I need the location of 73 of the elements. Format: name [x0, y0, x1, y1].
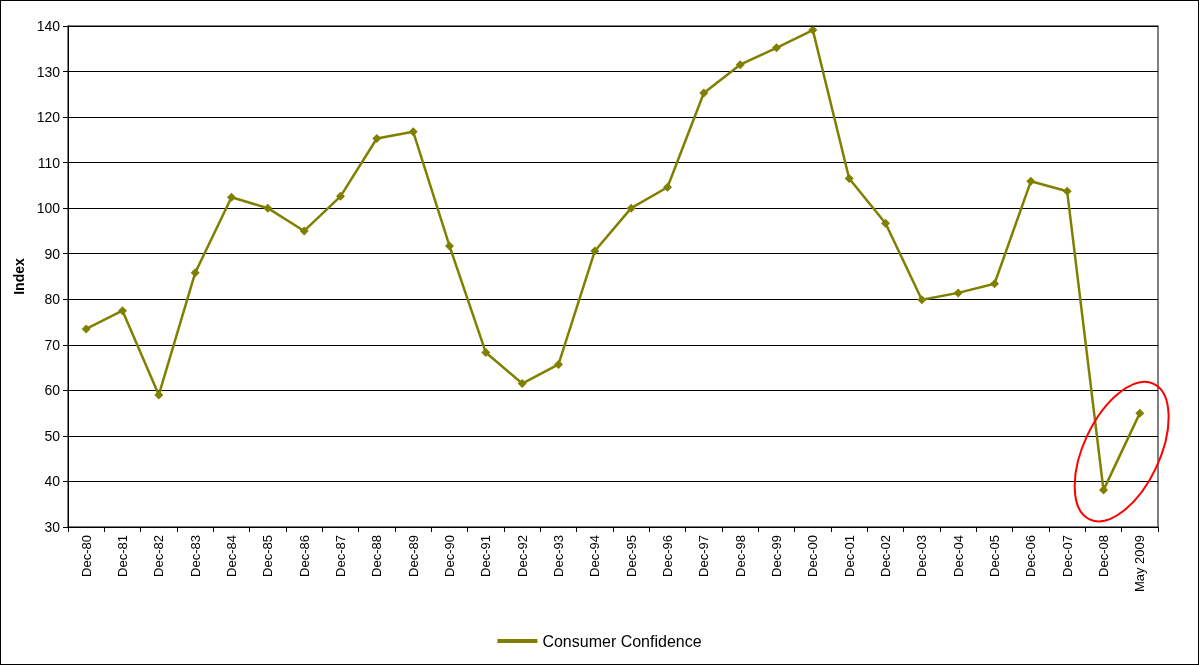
y-tick-label: 140 [36, 18, 61, 34]
x-tick-label: Dec-86 [296, 535, 312, 577]
point [1135, 408, 1145, 418]
point [81, 324, 91, 334]
y-tick-label: 40 [44, 473, 61, 490]
x-tick-label: Dec-93 [551, 535, 566, 577]
y-tick-label: 100 [36, 200, 61, 217]
point [917, 295, 927, 305]
x-tick-label: Dec-89 [405, 535, 421, 577]
x-tick-label: Dec-97 [696, 535, 712, 577]
y-tick-label: 70 [44, 336, 61, 353]
x-tick-label: Dec-07 [1059, 535, 1075, 577]
x-tick-label: Dec-85 [260, 535, 276, 577]
point [118, 306, 127, 316]
point [735, 60, 745, 70]
point [408, 127, 418, 137]
point [844, 174, 854, 184]
x-tick-label: Dec-08 [1096, 535, 1111, 577]
point [190, 268, 200, 278]
y-tick-label: 130 [36, 63, 61, 80]
point [445, 241, 454, 251]
x-tick-label: Dec-90 [442, 535, 457, 577]
x-tick-label: Dec-01 [841, 535, 857, 577]
x-tick-label: Dec-88 [369, 535, 385, 577]
point [154, 390, 164, 400]
point [227, 192, 236, 202]
x-tick-label: Dec-80 [78, 535, 94, 577]
y-axis-title: Index [10, 258, 27, 295]
x-tick-label: Dec-05 [987, 535, 1002, 577]
point [372, 134, 382, 143]
point [590, 246, 600, 256]
y-tick-label: 90 [44, 245, 61, 262]
y-tick-label: 120 [36, 109, 61, 126]
x-tick-label: Dec-81 [115, 535, 130, 577]
point [953, 288, 963, 298]
y-tick-label: 60 [44, 382, 61, 399]
x-tick-label: Dec-02 [878, 535, 893, 577]
x-tick-label: Dec-83 [187, 535, 203, 577]
point [554, 359, 563, 369]
x-tick-label: Dec-95 [623, 535, 639, 577]
point [1026, 176, 1036, 186]
x-tick-label: Dec-91 [478, 535, 494, 577]
point [263, 203, 273, 213]
point [663, 182, 672, 192]
x-tick-label: Dec-87 [333, 535, 348, 577]
y-tick-label: 50 [44, 427, 61, 444]
point [336, 191, 345, 201]
y-tick-label: 30 [44, 519, 61, 535]
x-tick-label: May 2009 [1132, 535, 1148, 593]
point [626, 203, 636, 213]
point [772, 43, 781, 53]
x-tick-label: Dec-98 [732, 535, 748, 577]
y-tick-label: 110 [37, 154, 61, 171]
point [990, 279, 999, 289]
point [299, 226, 309, 236]
x-tick-label: Dec-03 [914, 535, 930, 577]
point [808, 25, 818, 35]
legend-label: Consumer Confidence [542, 632, 702, 650]
x-tick-label: Dec-96 [660, 535, 675, 577]
x-tick-label: Dec-00 [805, 535, 821, 577]
point [699, 88, 709, 98]
point [881, 218, 890, 228]
x-tick-label: Dec-06 [1023, 535, 1039, 577]
x-tick-label: Dec-92 [514, 535, 530, 577]
x-tick-label: Dec-94 [587, 535, 603, 577]
point [517, 379, 527, 389]
x-tick-label: Dec-04 [950, 535, 966, 577]
y-tick-label: 80 [44, 291, 61, 308]
x-tick-label: Dec-84 [224, 535, 239, 577]
point [481, 348, 491, 358]
x-tick-label: Dec-82 [151, 535, 167, 577]
x-tick-label: Dec-99 [769, 535, 784, 577]
point [1062, 186, 1072, 196]
